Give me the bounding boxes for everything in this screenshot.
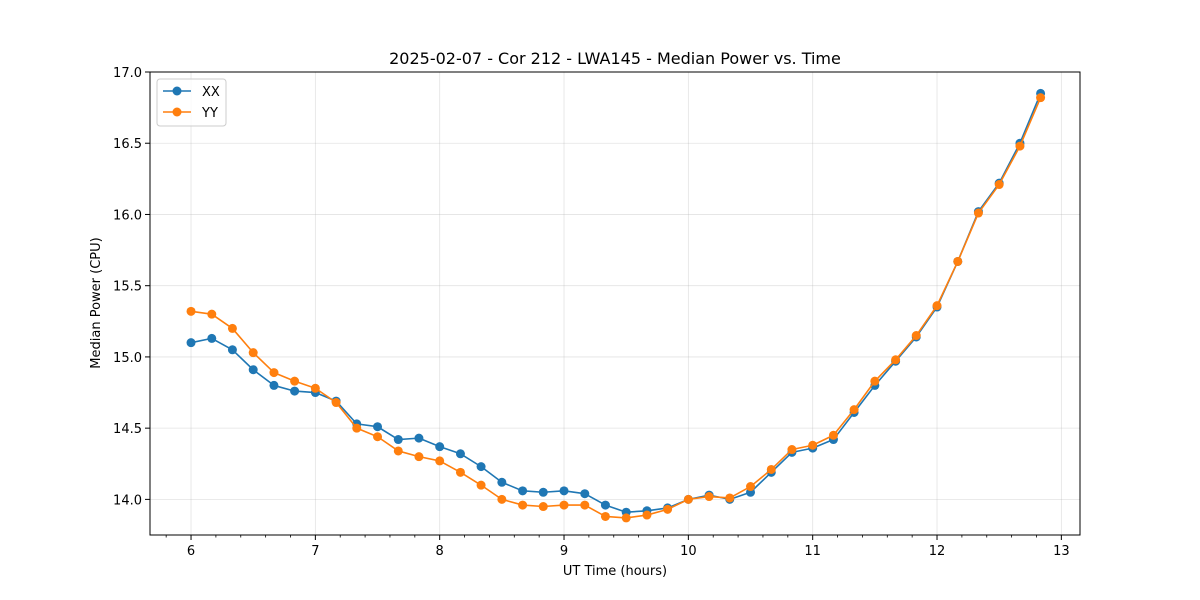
legend-marker-xx bbox=[172, 86, 182, 96]
x-tick-label: 9 bbox=[560, 544, 568, 559]
data-point-yy bbox=[621, 513, 631, 523]
data-point-yy bbox=[932, 301, 942, 311]
data-point-yy bbox=[600, 511, 610, 521]
series-layer bbox=[186, 88, 1046, 523]
data-point-yy bbox=[891, 355, 901, 365]
y-tick-label: 15.5 bbox=[113, 280, 142, 295]
data-point-yy bbox=[310, 383, 320, 393]
data-point-yy bbox=[435, 456, 445, 466]
legend-label-yy: YY bbox=[201, 106, 218, 121]
data-point-yy bbox=[538, 502, 548, 512]
x-tick-label: 6 bbox=[187, 544, 195, 559]
data-point-xx bbox=[538, 487, 548, 497]
x-axis-label: UT Time (hours) bbox=[563, 564, 667, 579]
legend: XX YY bbox=[156, 78, 227, 127]
data-point-yy bbox=[476, 480, 486, 490]
data-point-yy bbox=[331, 398, 341, 408]
y-tick-label: 17.0 bbox=[113, 66, 142, 81]
data-point-xx bbox=[269, 380, 279, 390]
data-point-yy bbox=[393, 446, 403, 456]
data-point-xx bbox=[227, 345, 237, 355]
data-point-yy bbox=[290, 376, 300, 386]
axis-ticks: 6 7 8 9 10 11 12 13 14.0 14.5 15.0 15.5 16.0 16.5 17.0 bbox=[113, 66, 1070, 559]
data-point-xx bbox=[455, 449, 465, 459]
data-point-xx bbox=[373, 422, 383, 432]
data-point-yy bbox=[186, 306, 196, 316]
data-point-yy bbox=[1036, 93, 1046, 103]
data-point-yy bbox=[518, 500, 528, 510]
data-point-yy bbox=[227, 323, 237, 333]
y-tick-label: 16.0 bbox=[113, 208, 142, 223]
data-point-yy bbox=[373, 432, 383, 442]
data-point-yy bbox=[787, 445, 797, 455]
data-point-xx bbox=[559, 486, 569, 496]
data-point-yy bbox=[414, 452, 424, 462]
data-point-yy bbox=[663, 504, 673, 514]
y-tick-label: 16.5 bbox=[113, 137, 142, 152]
x-tick-label: 8 bbox=[436, 544, 444, 559]
data-point-yy bbox=[683, 494, 693, 504]
x-tick-label: 12 bbox=[929, 544, 946, 559]
data-point-yy bbox=[953, 256, 963, 266]
x-tick-label: 13 bbox=[1053, 544, 1070, 559]
x-tick-label: 10 bbox=[680, 544, 697, 559]
data-point-yy bbox=[248, 348, 258, 358]
legend-label-xx: XX bbox=[202, 85, 220, 100]
y-tick-label: 14.5 bbox=[113, 422, 142, 437]
legend-marker-yy bbox=[172, 107, 182, 117]
data-point-yy bbox=[704, 492, 714, 502]
data-point-xx bbox=[186, 338, 196, 348]
data-point-xx bbox=[393, 435, 403, 445]
x-tick-label: 7 bbox=[311, 544, 319, 559]
data-point-yy bbox=[207, 309, 217, 319]
data-point-xx bbox=[435, 442, 445, 452]
data-point-yy bbox=[725, 493, 735, 503]
data-point-yy bbox=[642, 510, 652, 520]
x-tick-label: 11 bbox=[804, 544, 821, 559]
data-point-xx bbox=[497, 477, 507, 487]
data-point-xx bbox=[414, 433, 424, 443]
y-tick-label: 14.0 bbox=[113, 493, 142, 508]
data-point-yy bbox=[849, 405, 859, 415]
y-axis-label: Median Power (CPU) bbox=[89, 237, 104, 368]
data-point-yy bbox=[828, 430, 838, 440]
data-point-yy bbox=[497, 494, 507, 504]
data-point-yy bbox=[1015, 141, 1025, 151]
chart-title: 2025-02-07 - Cor 212 - LWA145 - Median P… bbox=[389, 49, 841, 68]
data-point-yy bbox=[994, 180, 1004, 190]
data-point-yy bbox=[746, 482, 756, 492]
data-point-yy bbox=[911, 331, 921, 341]
data-point-yy bbox=[455, 467, 465, 477]
data-point-xx bbox=[476, 462, 486, 472]
data-point-xx bbox=[207, 333, 217, 343]
data-point-xx bbox=[290, 386, 300, 396]
data-point-xx bbox=[518, 486, 528, 496]
data-point-yy bbox=[559, 500, 569, 510]
data-point-yy bbox=[808, 440, 818, 450]
data-point-yy bbox=[269, 368, 279, 378]
data-point-yy bbox=[870, 376, 880, 386]
data-point-xx bbox=[248, 365, 258, 375]
data-point-yy bbox=[580, 500, 590, 510]
plot-frame bbox=[149, 71, 1081, 536]
data-point-xx bbox=[600, 500, 610, 510]
data-point-yy bbox=[973, 208, 983, 218]
data-point-yy bbox=[352, 423, 362, 433]
y-tick-label: 15.0 bbox=[113, 351, 142, 366]
data-point-yy bbox=[766, 464, 776, 474]
data-point-xx bbox=[580, 489, 590, 499]
